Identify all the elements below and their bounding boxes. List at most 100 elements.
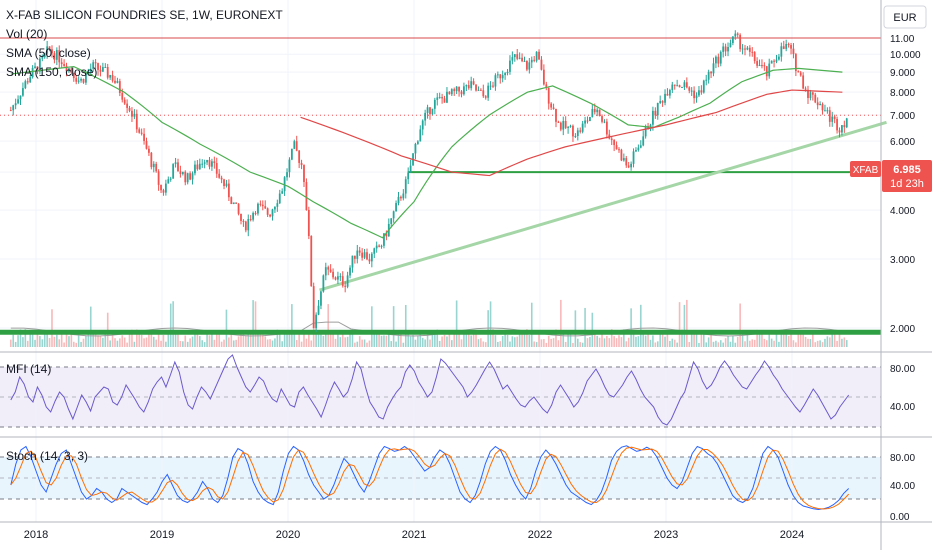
volume-indicator-label[interactable]: Vol (20) (6, 27, 47, 41)
volume-bar (766, 340, 768, 347)
volume-bar (295, 340, 298, 347)
volume-bar (254, 301, 257, 347)
sma150-line (300, 89, 843, 177)
candle-body (610, 138, 613, 141)
volume-bar (218, 331, 220, 347)
mfi-label[interactable]: MFI (14) (6, 362, 51, 376)
candle-body (17, 99, 19, 104)
candle-body (315, 314, 318, 329)
candle-body (339, 276, 342, 278)
candle-body (288, 159, 291, 173)
volume-bar (676, 342, 678, 347)
candle-body (504, 73, 507, 76)
candle-body (591, 108, 594, 118)
price-tick-label: 3.000 (890, 255, 915, 266)
candle-body (404, 179, 407, 194)
candle-body (542, 69, 545, 85)
candle-body (727, 46, 729, 52)
volume-bar (494, 335, 497, 347)
candle-body (160, 184, 162, 191)
volume-bar (191, 336, 194, 347)
candle-body (121, 93, 124, 100)
candle-body (664, 93, 666, 103)
candle-body (358, 250, 361, 253)
candle-body (106, 67, 109, 78)
volume-bar (829, 337, 831, 347)
volume-bar (608, 338, 611, 347)
candle-body (257, 203, 259, 214)
candle-body (576, 130, 579, 137)
candle-body (678, 85, 681, 88)
volume-bar (373, 333, 376, 347)
candle-body (654, 110, 657, 116)
volume-bar (412, 334, 414, 347)
candle-body (814, 94, 817, 103)
volume-bar (174, 330, 177, 347)
candle-body (356, 250, 359, 259)
candle-body (327, 267, 330, 270)
candle-body (770, 60, 773, 64)
volume-bar (300, 341, 303, 347)
candle-body (82, 78, 85, 83)
candle-body (668, 90, 671, 96)
candle-body (157, 171, 160, 185)
candle-body (211, 161, 213, 167)
candle-body (467, 85, 470, 89)
price-tick-label: 6.000 (890, 137, 915, 148)
oscillators (0, 354, 881, 511)
candle-body (274, 206, 276, 210)
price-tick-label: 10.000 (890, 50, 921, 61)
candle-body (596, 109, 599, 113)
candle-body (826, 110, 829, 112)
candle-body (603, 121, 606, 123)
candle-body (698, 90, 700, 96)
sma150-indicator-label[interactable]: SMA (150, close) (6, 65, 97, 79)
volume-bar (431, 332, 434, 347)
volume-bar (799, 333, 802, 347)
sma50-indicator-label[interactable]: SMA (50, close) (6, 46, 91, 60)
candle-body (177, 162, 179, 172)
currency-box[interactable] (883, 5, 927, 29)
volume-bar (177, 334, 179, 347)
volume-bar (150, 330, 153, 347)
volume-bar (211, 332, 213, 347)
candle-body (681, 87, 683, 89)
volume-bar (734, 342, 737, 347)
volume-bar (75, 342, 78, 347)
candle-body (419, 129, 422, 142)
candle-body (334, 277, 337, 280)
candle-body (278, 193, 281, 204)
volume-bar (666, 331, 669, 347)
candle-body (804, 88, 807, 90)
volume-bar (68, 336, 70, 347)
candle-body (540, 59, 543, 70)
candle-body (443, 98, 446, 103)
candle-body (436, 97, 439, 100)
volume-bar (814, 342, 817, 347)
candle-body (785, 44, 788, 49)
candle-body (453, 89, 456, 92)
volume-bar (41, 339, 44, 347)
volume-bar (669, 340, 671, 347)
volume-bar (518, 331, 521, 347)
volume-bar (640, 304, 642, 347)
price-tick-label: 4.000 (890, 206, 915, 217)
time-axis: 2018 2019 2020 2021 2022 2023 2024 (24, 529, 804, 541)
candle-body (414, 143, 417, 154)
volume-bar (463, 332, 465, 347)
candle-body (802, 75, 805, 89)
horizontal-levels (0, 37, 887, 335)
volume-bar (131, 329, 133, 347)
volume-bar (472, 330, 475, 347)
candle-body (196, 164, 199, 170)
volume-bar (630, 308, 632, 347)
candle-body (431, 108, 434, 115)
volume-bar (97, 335, 99, 347)
volume-bar (19, 329, 22, 347)
candle-body (80, 78, 82, 81)
price-tick-label: 2.000 (890, 324, 915, 335)
stoch-label[interactable]: Stoch (14, 3, 3) (6, 449, 88, 463)
symbol-badge-text: XFAB (853, 165, 879, 176)
candle-body (145, 140, 148, 149)
